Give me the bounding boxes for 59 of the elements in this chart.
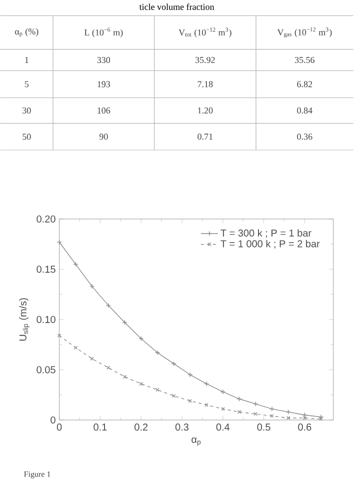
point [106, 366, 110, 370]
text: α$_{p}$ (%) [15, 28, 38, 37]
text: 0.71 [198, 134, 213, 140]
x-tick-label: 0.6 [298, 424, 312, 431]
text: 193 [98, 81, 110, 88]
text: 106 [98, 107, 110, 114]
point [123, 374, 127, 379]
x-tick-label: 0.5 [257, 424, 271, 431]
text: V$_{gas}$ (10$^{−12}$ m$^{3}$) [278, 27, 332, 38]
text: L (10$^{−6}$ m) [84, 28, 123, 38]
point [270, 406, 275, 412]
text: 7.18 [198, 81, 213, 88]
point [270, 414, 274, 418]
text: 1 [25, 57, 29, 63]
point [156, 388, 160, 392]
text: ticle volume fraction [140, 4, 214, 10]
x-tick-label: 0.2 [134, 424, 148, 431]
text: 1.20 [198, 107, 213, 114]
point [254, 412, 258, 416]
point [122, 320, 128, 326]
point [204, 403, 209, 407]
caption: Figure 1 [24, 471, 50, 479]
legend-label: T = 1 000 k ; P = 2 bar [220, 240, 320, 249]
point [106, 302, 112, 308]
text: 35.92 [196, 56, 215, 64]
point [188, 398, 192, 403]
y-tick-label: 0.05 [36, 366, 56, 374]
point [302, 412, 308, 418]
text: 30 [22, 107, 32, 114]
point [221, 407, 225, 411]
text: 5 [25, 81, 29, 88]
text: V$_{tot}$ (10$^{−12}$ m$^{3}$) [178, 28, 232, 38]
point [155, 350, 160, 356]
y-axis-title: U$_{slip}$ (m/s) [19, 298, 30, 341]
y-tick-label: 0.10 [36, 316, 56, 324]
y-tick-label: 0 [50, 416, 56, 424]
y-tick-label: 0.20 [36, 215, 56, 223]
y-tick-label: 0.15 [36, 266, 56, 273]
point [319, 417, 324, 421]
text: 0.84 [297, 107, 313, 114]
point [138, 336, 144, 342]
legend-label: T = 300 k ; P = 1 bar [220, 229, 312, 238]
text: 0.36 [297, 134, 312, 140]
point [90, 284, 95, 289]
x-tick-label: 0.1 [94, 424, 107, 431]
text: 330 [98, 56, 110, 64]
text: 35.56 [295, 56, 315, 64]
point [139, 382, 144, 386]
text: 50 [22, 134, 32, 140]
x-axis-title: α$_{p}$ [192, 437, 201, 446]
text: 6.82 [297, 81, 312, 88]
point [253, 401, 258, 406]
text: 90 [100, 134, 108, 140]
point [172, 394, 176, 398]
x-tick-label: 0 [57, 424, 62, 431]
x-tick-label: 0.4 [216, 424, 230, 431]
point [74, 346, 78, 350]
point [204, 381, 210, 386]
x-tick-label: 0.3 [176, 424, 189, 431]
